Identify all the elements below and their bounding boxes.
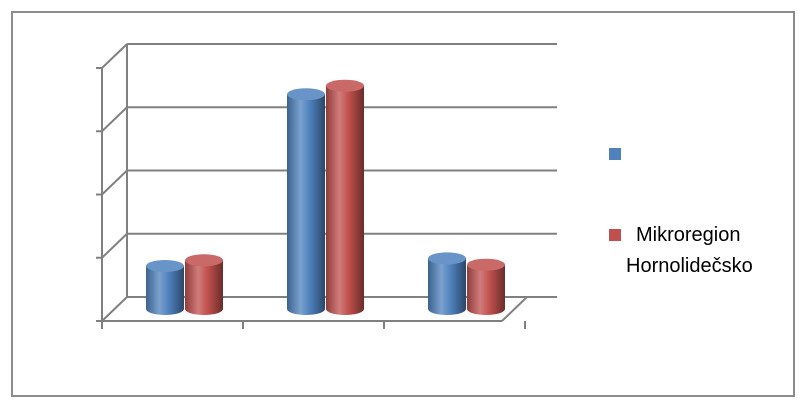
bar-65-let-a-více-series-1 [467,264,505,315]
chart-frame [11,11,795,397]
bar-top-1 [326,79,364,92]
bar-top-1 [185,254,223,267]
bar-top-0 [428,252,466,265]
legend-swatch-0 [609,148,621,160]
floor-right-edge [501,296,528,322]
bar-top-1 [467,258,505,271]
legend-swatch-1 [609,229,621,241]
bar-15-64-let-series-1 [326,85,364,315]
legend-label: Mikroregion Hornolidečsko [626,224,753,277]
bar-65-let-a-více-series-0 [428,258,466,315]
bar-0-14-let-series-0 [146,265,184,315]
bar-0-14-let-series-1 [185,260,223,315]
gridline-depth [101,43,128,69]
bar-top-0 [146,259,184,272]
gridline-depth [101,233,128,259]
bar-15-64-let-series-0 [287,94,325,315]
gridline-depth [101,169,128,196]
bar-top-0 [287,88,325,101]
gridline-depth [101,296,128,322]
gridline-depth [101,106,128,132]
